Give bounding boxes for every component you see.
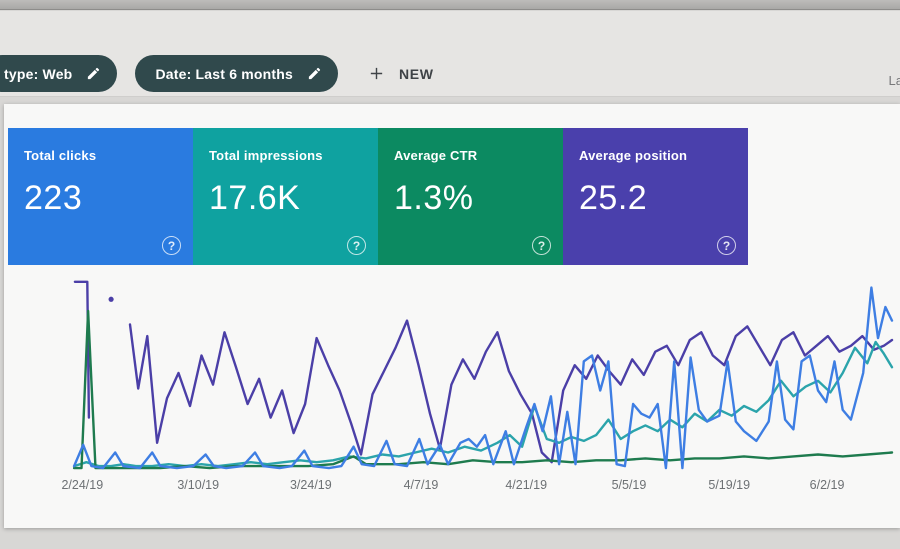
line-series-average-ctr <box>72 309 894 470</box>
pencil-icon[interactable] <box>307 66 322 81</box>
help-icon[interactable]: ? <box>162 236 181 255</box>
help-icon[interactable]: ? <box>347 236 366 255</box>
metric-card-label: Average CTR <box>394 148 478 163</box>
metric-card-value: 17.6K <box>209 179 301 217</box>
filter-toolbar: type: Web Date: Last 6 months NEW La <box>0 11 900 97</box>
filter-chip-label: Date: Last 6 months <box>155 65 294 82</box>
chart-x-axis: 2/24/19 3/10/19 3/24/19 4/7/19 4/21/19 5/5/19… <box>61 478 892 498</box>
screen-top-edge <box>0 0 900 10</box>
filter-chip-search-type[interactable]: type: Web <box>0 55 118 92</box>
performance-line-chart[interactable] <box>70 276 894 470</box>
new-button-label: NEW <box>399 65 434 82</box>
performance-report-panel: Total clicks 223 ? Total impressions 17.… <box>4 104 900 528</box>
metric-card-total-impressions[interactable]: Total impressions 17.6K ? <box>193 128 378 265</box>
x-axis-tick-label: 5/5/19 <box>611 478 647 492</box>
metric-card-label: Average position <box>579 148 688 163</box>
metric-card-total-clicks[interactable]: Total clicks 223 ? <box>8 128 193 265</box>
line-series-average-position <box>128 319 894 464</box>
x-axis-tick-label: 2/24/19 <box>61 478 104 492</box>
metric-card-label: Total impressions <box>209 148 323 163</box>
metric-card-value: 223 <box>24 179 83 217</box>
line-series-average-position <box>73 280 91 419</box>
x-axis-tick-label: 5/19/19 <box>708 478 751 492</box>
x-axis-tick-label: 4/21/19 <box>505 478 548 492</box>
plus-icon <box>368 65 385 82</box>
x-axis-tick-label: 6/2/19 <box>809 478 845 492</box>
help-icon[interactable]: ? <box>717 236 736 255</box>
x-axis-tick-label: 3/24/19 <box>289 478 332 492</box>
metric-cards-row: Total clicks 223 ? Total impressions 17.… <box>8 128 748 265</box>
x-axis-tick-label: 3/10/19 <box>177 478 220 492</box>
metric-card-label: Total clicks <box>24 148 97 163</box>
metric-card-value: 1.3% <box>394 179 474 217</box>
x-axis-tick-label: 4/7/19 <box>403 478 439 492</box>
help-icon[interactable]: ? <box>532 236 551 255</box>
filter-chip-label: type: Web <box>4 65 73 82</box>
isolated-data-point <box>108 296 114 302</box>
chart-canvas <box>72 280 894 470</box>
truncated-right-text: La <box>888 73 900 88</box>
metric-card-value: 25.2 <box>579 179 648 217</box>
new-filter-button[interactable]: NEW <box>368 65 433 82</box>
filter-chip-date-range[interactable]: Date: Last 6 months <box>135 55 339 92</box>
metric-card-average-ctr[interactable]: Average CTR 1.3% ? <box>378 128 563 265</box>
metric-card-average-position[interactable]: Average position 25.2 ? <box>563 128 748 265</box>
line-series-total-clicks <box>72 286 894 470</box>
pencil-icon[interactable] <box>86 66 101 81</box>
